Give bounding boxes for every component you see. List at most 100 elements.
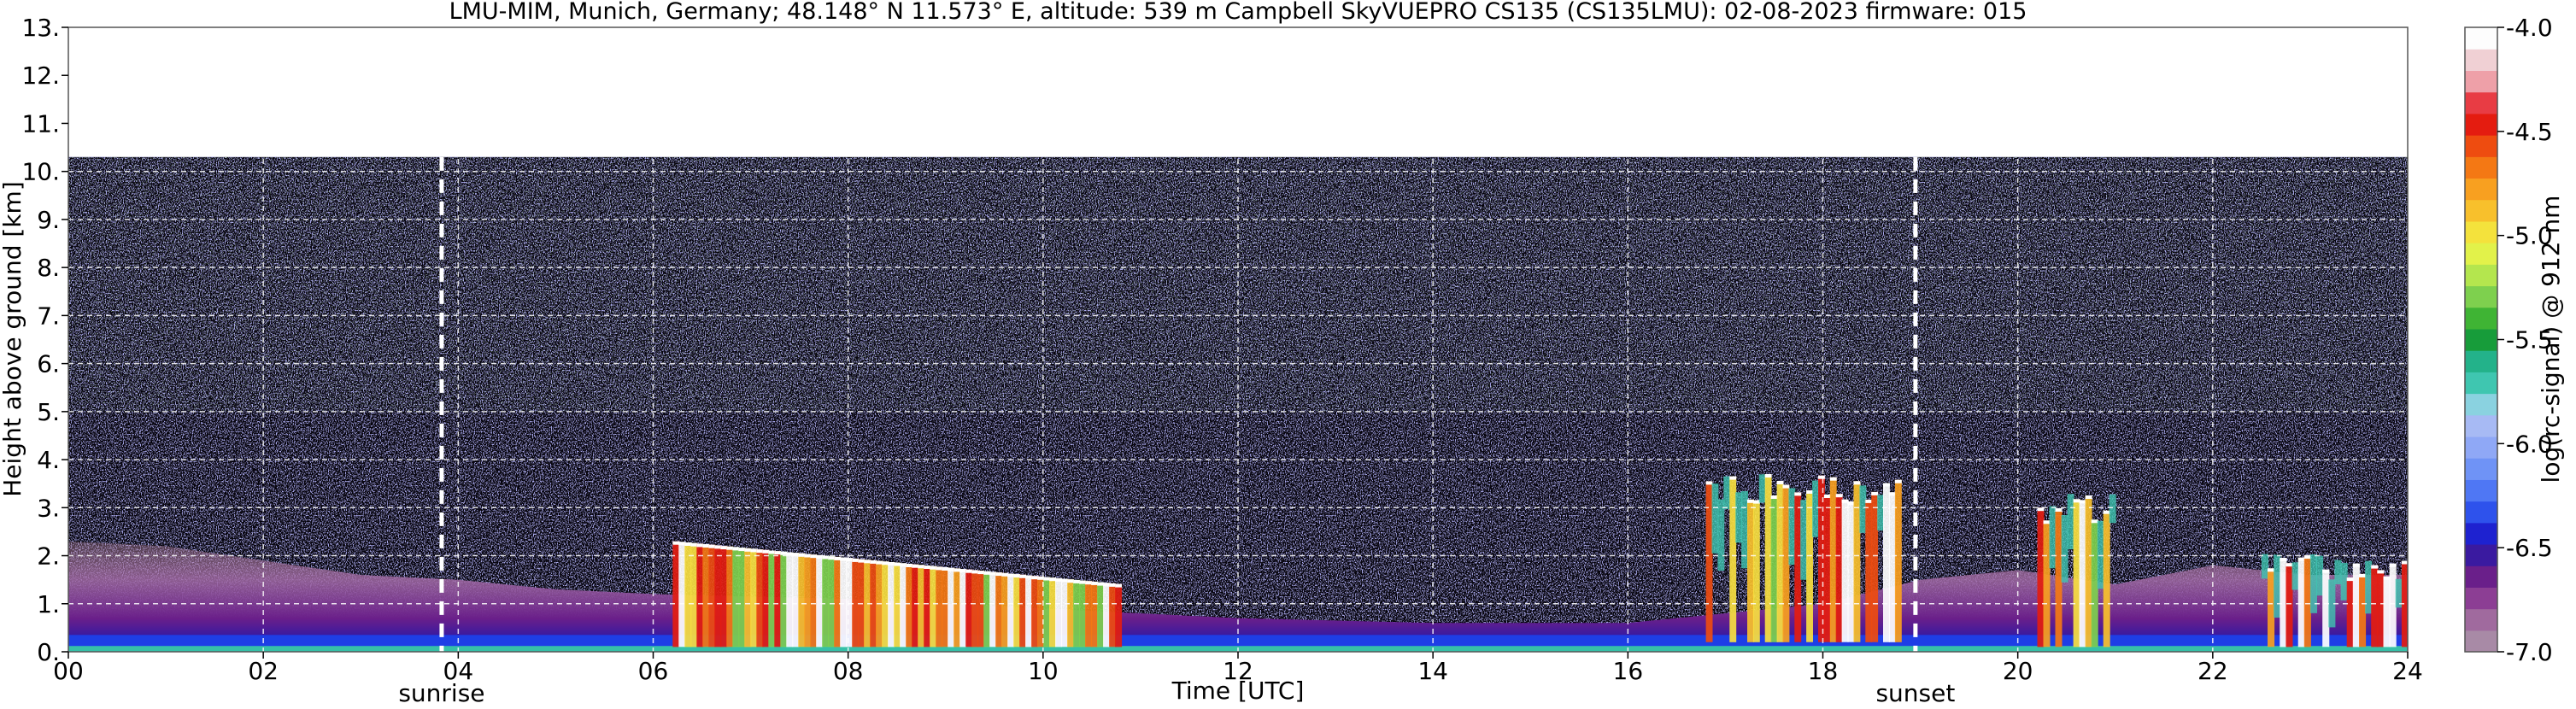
cloud-top (864, 560, 871, 564)
cloud-top (954, 568, 961, 572)
cloud-top (1049, 577, 1057, 582)
cloud-column (1085, 581, 1093, 647)
cloud-column (744, 548, 752, 647)
cloud-column (1079, 580, 1087, 647)
colorbar-swatch (2465, 479, 2497, 502)
cloud-column (1019, 574, 1027, 647)
cloud-top (792, 553, 800, 557)
cloud-column (762, 549, 770, 647)
cloud-column (672, 541, 680, 647)
cloud-column (1717, 499, 1725, 571)
cloud-column (1073, 579, 1081, 647)
cloud-top (2055, 508, 2063, 512)
cloud-top (1085, 581, 1093, 585)
cloud-column (983, 571, 991, 647)
cloud-top (2359, 573, 2367, 577)
cloud-top (882, 561, 889, 565)
cloud-column (1055, 577, 1063, 647)
cloud-column (1729, 476, 1737, 642)
axes: 0. 1. 2. 3. 4. 5. 6. 7. 8. 9. 10. 11. 12. 13. 00 02 04 06… (21, 14, 2422, 707)
cloud-top (959, 569, 967, 573)
cloud-column (1764, 474, 1772, 642)
cloud-top (894, 562, 901, 566)
y-tick-label: 6. (37, 350, 60, 378)
cloud-column (708, 544, 716, 647)
colorbar-swatch (2465, 220, 2497, 243)
cloud-column (2401, 560, 2408, 647)
colorbar-swatch (2465, 393, 2497, 416)
cloud-top (965, 569, 973, 573)
cloud-top (918, 565, 925, 569)
cloud-top (1841, 499, 1849, 503)
cloud-top (1894, 479, 1902, 483)
cloud-top (774, 551, 782, 555)
cloud-column (816, 554, 824, 647)
cloud-column (1859, 485, 1867, 533)
cloud-column (720, 546, 728, 647)
cloud-top (912, 564, 919, 568)
cloud-column (1776, 481, 1784, 642)
cloud-top (2268, 568, 2275, 572)
colorbar-swatch (2465, 49, 2497, 72)
x-tick-label: 04 (443, 657, 474, 685)
cloud-top (1103, 583, 1111, 587)
colorbar-swatch (2465, 199, 2497, 222)
cloud-top (1091, 581, 1099, 585)
cloud-column (834, 556, 842, 647)
cloud-top (971, 570, 979, 574)
cloud-column (2085, 495, 2092, 647)
cloud-top (846, 558, 854, 562)
x-axis-label: Time [UTC] (1171, 677, 1305, 705)
cloud-top (1729, 476, 1737, 480)
cloud-column (2316, 555, 2324, 596)
y-tick-label: 1. (37, 590, 60, 618)
cloud-top (732, 547, 740, 551)
cloud-column (2346, 577, 2354, 647)
cloud-column (882, 561, 889, 647)
colorbar-swatch (2465, 307, 2497, 330)
x-tick-label: 00 (53, 657, 84, 685)
cloud-column (1031, 576, 1039, 647)
cloud-top (2103, 510, 2110, 514)
cloud-top (750, 548, 758, 553)
cloud-column (2109, 494, 2116, 524)
cloud-column (2043, 520, 2051, 647)
cloud-column (1103, 583, 1111, 647)
grid-and-markers (68, 27, 2408, 652)
cloud-top (1109, 583, 1117, 587)
cloud-column (1109, 583, 1117, 647)
cloud-top (1829, 477, 1837, 481)
cloud-column (995, 572, 1003, 647)
cloud-column (912, 564, 919, 647)
colorbar-tick-label: -5.0 (2506, 222, 2553, 250)
cloud-column (1782, 484, 1790, 642)
cloud-column (1835, 494, 1843, 642)
cloud-top (1835, 494, 1843, 498)
cloud-top (1747, 499, 1754, 503)
cloud-column (1812, 480, 1819, 537)
x-tick-label: 10 (1028, 657, 1059, 685)
cloud-top (977, 571, 985, 575)
cloud-top (1776, 481, 1784, 484)
cloud-column (1888, 492, 1896, 642)
cloud-column (1705, 481, 1713, 642)
x-tick-label: 20 (2003, 657, 2033, 685)
cloud-column (2389, 563, 2397, 647)
cloud-column (924, 565, 931, 647)
cloud-column (2103, 510, 2110, 647)
y-tick-label: 4. (37, 446, 60, 474)
colorbar-swatch (2465, 543, 2497, 566)
cloud-top (2085, 495, 2092, 499)
cloud-column (2280, 558, 2287, 647)
cloud-top (983, 571, 991, 575)
cloud-top (1818, 475, 1825, 479)
cloud-column (858, 559, 866, 647)
colorbar-swatch (2465, 243, 2497, 265)
cloud-column (948, 567, 955, 647)
cloud-top (1079, 580, 1087, 584)
y-tick-label: 7. (37, 302, 60, 330)
y-tick-label: 10. (21, 158, 60, 186)
cloud-top (690, 542, 698, 547)
cloud-column (2097, 520, 2104, 589)
cloud-top (2037, 507, 2045, 512)
